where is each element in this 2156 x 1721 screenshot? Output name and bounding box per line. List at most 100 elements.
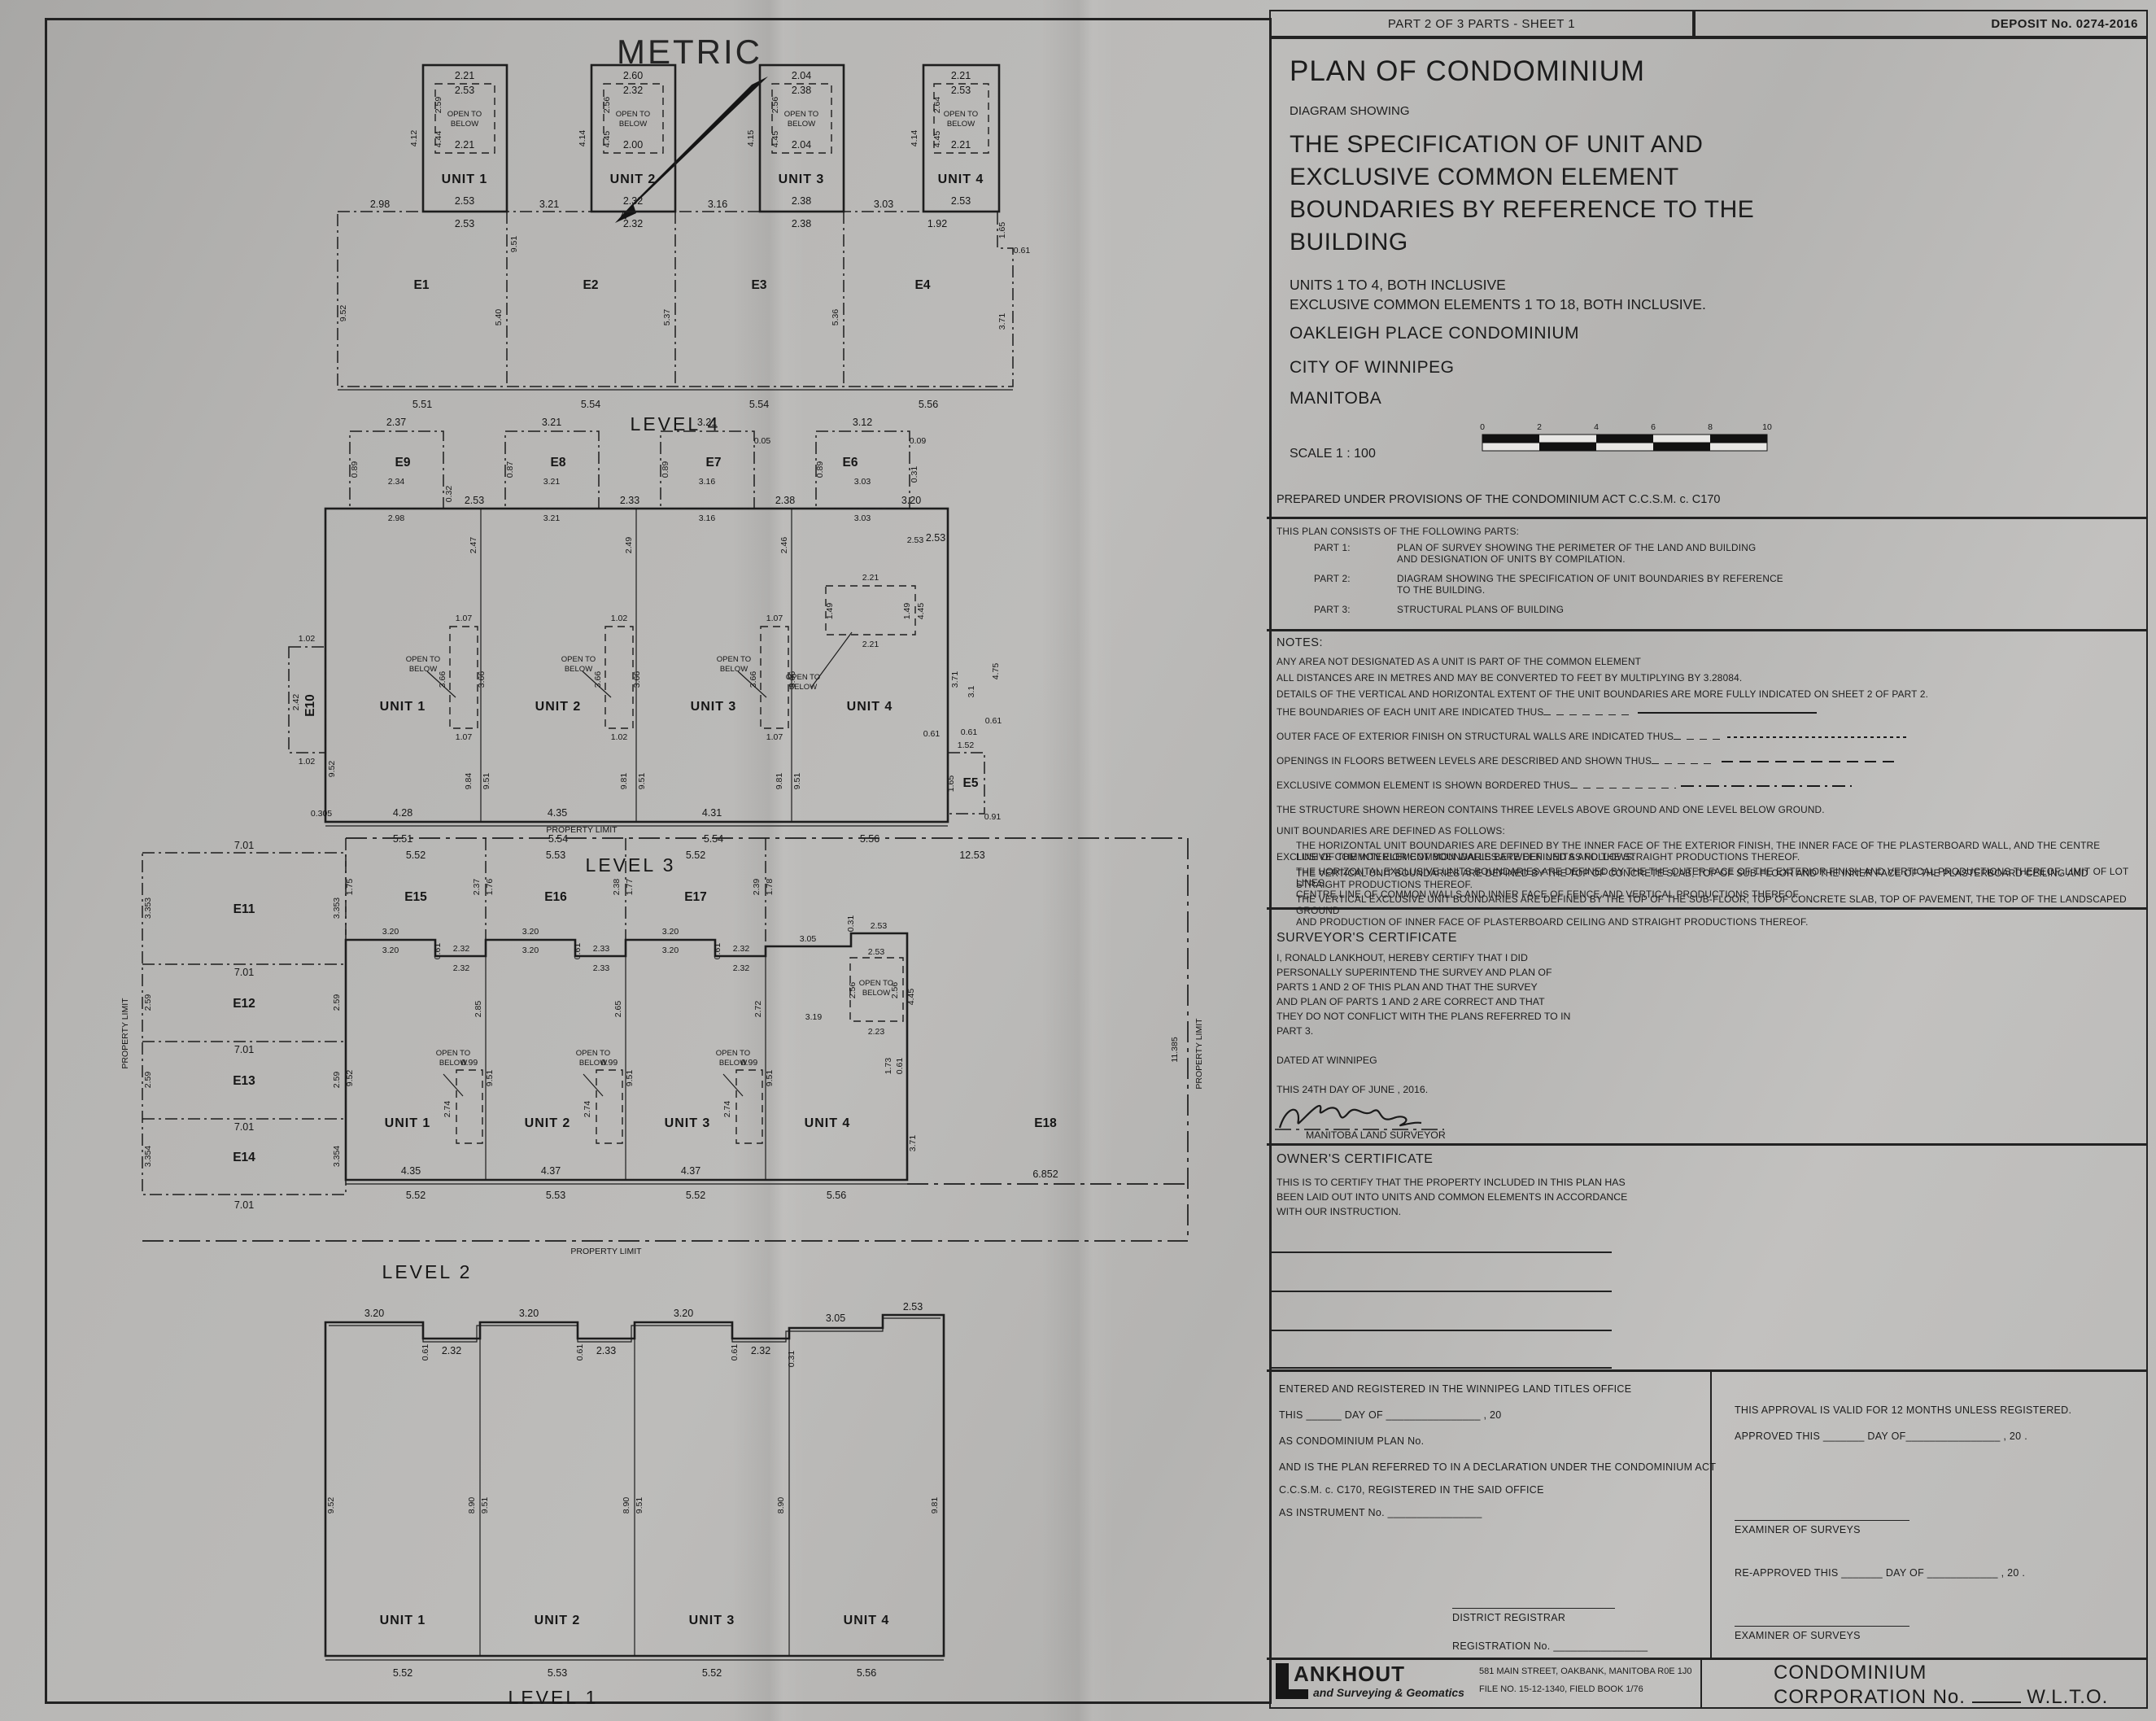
dim-label: 3.03 xyxy=(854,477,871,487)
dim-label: 2.98 xyxy=(388,513,405,523)
open-to-below-label: OPEN TO xyxy=(436,1049,470,1058)
open-to-below-label: OPEN TO xyxy=(786,673,820,682)
dim-label: 2.64 xyxy=(932,97,942,114)
unit-label: UNIT 3 xyxy=(779,173,825,186)
unit-label: UNIT 3 xyxy=(691,700,737,714)
dim-label: 4.45 xyxy=(916,603,926,620)
unit-boundaries-paragraph: THE HORIZONTAL UNIT BOUNDARIES ARE DEFIN… xyxy=(1296,840,2101,863)
dim-label: 7.01 xyxy=(234,967,254,978)
dim-label: 1.07 xyxy=(456,732,473,742)
registration-divider xyxy=(1710,1372,1712,1658)
dim-label: 2.59 xyxy=(332,994,342,1011)
dim-label: 3.353 xyxy=(332,898,342,919)
dim-label: 9.81 xyxy=(775,773,784,790)
dim-label: 3.71 xyxy=(997,313,1007,330)
unit-label: UNIT 1 xyxy=(385,1116,431,1130)
part-label: PART 3: xyxy=(1314,604,1351,615)
open-to-below-label: BELOW xyxy=(451,120,478,129)
dim-label: 3.21 xyxy=(697,417,717,428)
open-to-below-label: BELOW xyxy=(565,665,592,674)
dim-label: 0.89 xyxy=(815,461,825,478)
dim-label: 0.61 xyxy=(923,729,941,739)
north-arrow-tip xyxy=(615,203,636,223)
dim-label: 3.1 xyxy=(967,686,976,698)
dim-label: 2.53 xyxy=(465,495,484,506)
property-limit-label: PROPERTY LIMIT xyxy=(1194,1018,1204,1090)
dim-label: 3.354 xyxy=(143,1146,153,1167)
registration-section: ENTERED AND REGISTERED IN THE WINNIPEG L… xyxy=(1267,1372,2147,1660)
legend-sample-dashdot-line xyxy=(1680,784,1852,788)
part-text: PLAN OF SURVEY SHOWING THE PERIMETER OF … xyxy=(1397,542,1757,565)
unit-label: UNIT 2 xyxy=(610,173,657,186)
surveyor-signature-label: MANITOBA LAND SURVEYOR xyxy=(1306,1129,1446,1141)
dim-label: 0.61 xyxy=(961,727,978,737)
scale-tick: 2 xyxy=(1537,422,1542,432)
dim-label: 2.38 xyxy=(792,218,811,229)
dim-label: 4.45 xyxy=(770,131,780,148)
open-to-below-label: BELOW xyxy=(619,120,647,129)
elements-line: EXCLUSIVE COMMON ELEMENTS 1 TO 18, BOTH … xyxy=(1290,296,1706,312)
dim-label: 11.385 xyxy=(1170,1037,1180,1062)
registration-line: AS INSTRUMENT No. ________________ xyxy=(1279,1507,1482,1518)
open-to-below-label: BELOW xyxy=(720,665,748,674)
dim-label: 0.305 xyxy=(311,809,332,819)
unit-label: UNIT 1 xyxy=(380,1614,426,1627)
dim-label: 0.87 xyxy=(505,461,515,478)
level1-plan: 3.20 0.61 2.32 3.20 0.61 2.33 3.20 0.61 … xyxy=(324,1301,945,1708)
scale-tick: 8 xyxy=(1708,422,1713,432)
dim-label: 3.03 xyxy=(874,199,893,210)
dim-label: 2.72 xyxy=(753,1001,763,1018)
owner-signature-line xyxy=(1270,1330,1612,1331)
district-registrar-label: DISTRICT REGISTRAR xyxy=(1452,1608,1615,1623)
firm-subtitle: and Surveying & Geomatics xyxy=(1313,1686,1464,1699)
level-caption: LEVEL 2 xyxy=(382,1261,473,1282)
dim-label: 3.20 xyxy=(519,1308,539,1319)
level-caption: LEVEL 4 xyxy=(631,413,721,435)
dim-label: 5.52 xyxy=(406,850,426,861)
dim-label: 1.77 xyxy=(625,879,635,896)
dim-label: 2.53 xyxy=(868,947,885,957)
dim-label: 4.45 xyxy=(906,989,916,1006)
footer-section: ANKHOUT and Surveying & Geomatics 581 MA… xyxy=(1269,1660,2148,1709)
dim-label: 7.01 xyxy=(234,1044,254,1055)
dim-label: 3.20 xyxy=(662,927,679,937)
dim-label: 0.89 xyxy=(661,461,670,478)
dim-label: 8.90 xyxy=(622,1497,631,1514)
dim-label: 1.75 xyxy=(345,879,355,896)
north-arrow-needle xyxy=(615,76,768,223)
dim-label: 3.19 xyxy=(805,1012,823,1022)
open-to-below-label: OPEN TO xyxy=(406,655,440,664)
unit-boundaries-paragraph: THE VERTICAL UNIT BOUNDARIES ARE DEFINED… xyxy=(1296,867,2088,890)
open-to-below-label: BELOW xyxy=(788,120,815,129)
dim-label: 0.31 xyxy=(910,466,919,483)
dim-label: 1.02 xyxy=(611,614,628,623)
title-section: PLAN OF CONDOMINIUM DIAGRAM SHOWING THE … xyxy=(1267,37,2147,519)
plan-parts-section: THIS PLAN CONSISTS OF THE FOLLOWING PART… xyxy=(1267,519,2147,631)
dim-label: 2.53 xyxy=(455,195,474,207)
dim-label: 2.74 xyxy=(583,1101,592,1118)
part-text: DIAGRAM SHOWING THE SPECIFICATION OF UNI… xyxy=(1397,573,1783,596)
dim-label: 2.32 xyxy=(733,944,750,954)
legend-row: OPENINGS IN FLOORS BETWEEN LEVELS ARE DE… xyxy=(1277,755,1901,767)
open-to-below-label: BELOW xyxy=(579,1059,607,1068)
dim-label: 2.49 xyxy=(624,537,634,554)
owners-certificate-section: OWNER'S CERTIFICATE THIS IS TO CERTIFY T… xyxy=(1267,1146,2147,1372)
dim-label: 0.91 xyxy=(984,812,1002,822)
owners-certificate-heading: OWNER'S CERTIFICATE xyxy=(1277,1152,1434,1166)
legend-leader xyxy=(1674,735,1723,740)
dim-label: 2.53 xyxy=(926,532,945,544)
dim-label: 3.20 xyxy=(522,927,539,937)
dim-label: 3.12 xyxy=(853,417,872,428)
dim-label: 2.37 xyxy=(386,417,406,428)
dim-label: 3.66 xyxy=(438,671,447,688)
element-label: E15 xyxy=(404,890,427,904)
firm-address: 581 MAIN STREET, OAKBANK, MANITOBA R0E 1… xyxy=(1479,1666,1692,1676)
dim-label: 3.21 xyxy=(542,417,561,428)
open-to-below-label: BELOW xyxy=(439,1059,467,1068)
dim-label: 2.53 xyxy=(455,85,474,96)
part-header: PART 2 OF 3 PARTS - SHEET 1 xyxy=(1387,17,1576,31)
open-to-below-label: OPEN TO xyxy=(616,110,650,119)
dim-label: 1.07 xyxy=(766,732,783,742)
dim-label: 2.21 xyxy=(862,573,879,583)
scale-tick: 10 xyxy=(1762,422,1772,432)
